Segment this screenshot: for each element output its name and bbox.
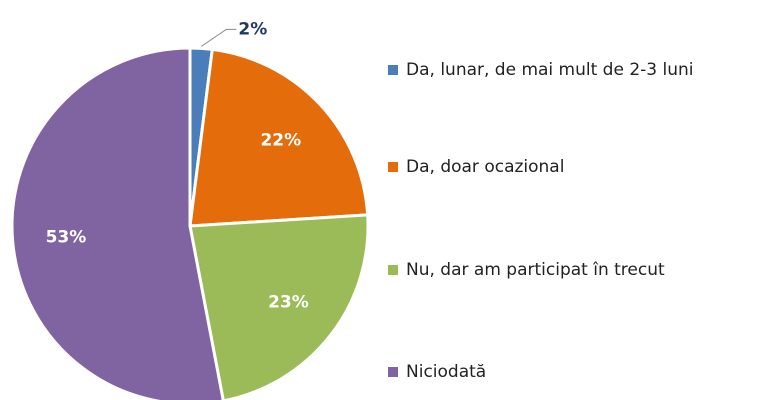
data-label: 22% [260,131,301,151]
leader-line [201,28,237,47]
legend-label: Nu, dar am participat în trecut [406,260,665,280]
data-label: 53% [46,228,87,248]
legend-swatch [388,162,398,172]
pie-slice [188,47,370,228]
legend-label: Da, doar ocazional [406,157,564,177]
data-label: 2% [238,19,267,39]
pie-slice [10,46,225,400]
data-label: 23% [268,292,309,312]
legend-label: Niciodată [406,362,486,382]
legend-swatch [388,265,398,275]
legend-swatch [388,65,398,75]
pie-slice [188,213,370,400]
legend-label: Da, lunar, de mai mult de 2-3 luni [406,60,694,80]
legend-swatch [388,367,398,377]
